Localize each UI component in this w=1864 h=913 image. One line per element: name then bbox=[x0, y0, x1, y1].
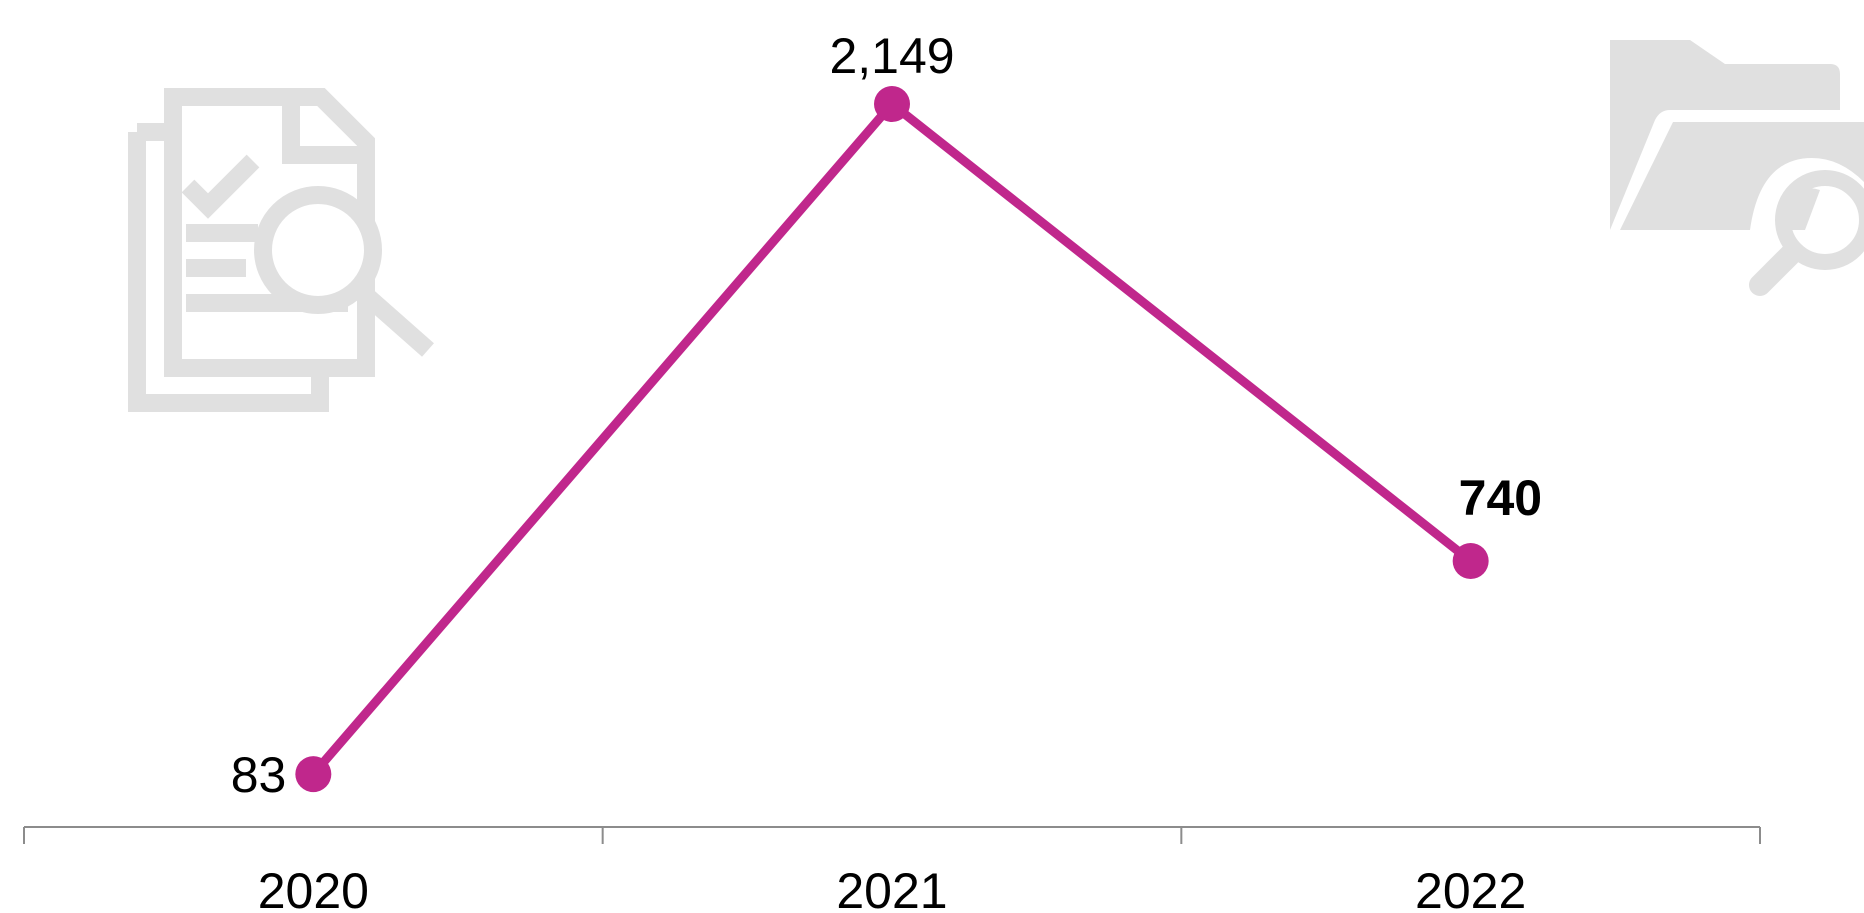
x-tick-label-2022: 2022 bbox=[1415, 863, 1526, 913]
x-axis bbox=[23, 826, 1761, 844]
series-line-group bbox=[309, 97, 1474, 778]
folder-search-icon bbox=[1610, 40, 1864, 296]
data-point-2021 bbox=[874, 86, 910, 122]
document-search-icon bbox=[128, 88, 434, 412]
data-label-group: 83 2,149 740 bbox=[231, 28, 1542, 803]
data-point-2020 bbox=[295, 756, 332, 793]
data-label-2020: 83 bbox=[231, 747, 287, 803]
marker-group bbox=[295, 86, 1489, 793]
data-point-2022 bbox=[1452, 542, 1489, 579]
x-tick-label-2021: 2021 bbox=[836, 863, 947, 913]
x-tick-label-2020: 2020 bbox=[258, 863, 369, 913]
data-label-2021: 2,149 bbox=[829, 28, 954, 84]
x-tick-label-group: 2020 2021 2022 bbox=[258, 863, 1527, 913]
series-line bbox=[309, 97, 1474, 778]
data-label-2022: 740 bbox=[1459, 470, 1542, 526]
